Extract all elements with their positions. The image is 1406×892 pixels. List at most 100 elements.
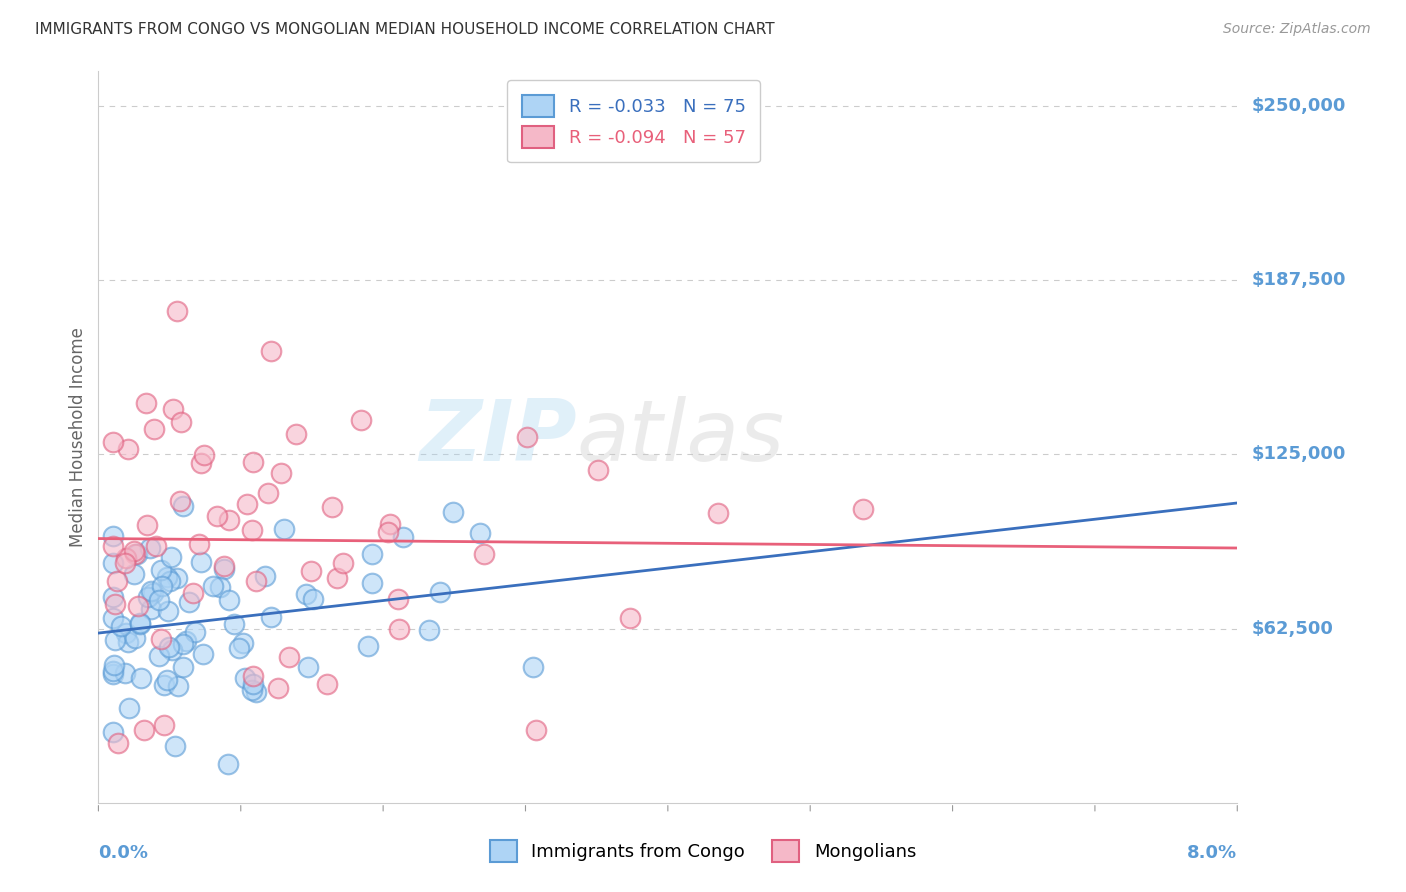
Point — [129, 616, 152, 631]
Text: atlas: atlas — [576, 395, 785, 479]
Point — [214, 562, 236, 576]
Point — [240, 523, 263, 537]
Point — [101, 539, 124, 553]
Point — [153, 678, 176, 692]
Point — [165, 739, 187, 753]
Point — [101, 664, 124, 678]
Point — [233, 672, 256, 686]
Point — [193, 448, 215, 462]
Point — [110, 619, 132, 633]
Point — [160, 550, 183, 565]
Point — [101, 591, 124, 605]
Point — [325, 571, 347, 585]
Point — [361, 575, 384, 590]
Point — [177, 595, 200, 609]
Point — [170, 415, 193, 429]
Point — [242, 455, 264, 469]
Point — [118, 701, 141, 715]
Point — [236, 497, 259, 511]
Point — [166, 571, 188, 585]
Point — [254, 568, 277, 582]
Point — [212, 559, 235, 574]
Point — [187, 537, 209, 551]
Y-axis label: Median Household Income: Median Household Income — [69, 327, 87, 547]
Point — [131, 671, 153, 685]
Point — [360, 548, 382, 562]
Text: $187,500: $187,500 — [1251, 271, 1346, 289]
Text: 8.0%: 8.0% — [1187, 845, 1237, 863]
Point — [135, 518, 157, 533]
Point — [124, 631, 146, 645]
Point — [619, 611, 641, 625]
Point — [117, 635, 139, 649]
Point — [207, 509, 229, 524]
Point — [228, 641, 250, 656]
Point — [172, 660, 194, 674]
Point — [127, 599, 149, 614]
Point — [516, 429, 538, 443]
Point — [321, 500, 343, 515]
Point — [377, 525, 399, 540]
Point — [101, 611, 124, 625]
Point — [257, 486, 280, 500]
Point — [162, 643, 184, 657]
Point — [101, 667, 124, 681]
Point — [142, 585, 165, 599]
Point — [357, 639, 380, 653]
Point — [242, 677, 264, 691]
Point — [190, 555, 212, 569]
Point — [181, 586, 204, 600]
Point — [429, 585, 451, 599]
Point — [240, 683, 263, 698]
Point — [105, 574, 128, 588]
Point — [127, 547, 149, 561]
Point — [270, 466, 292, 480]
Point — [166, 304, 188, 318]
Point — [101, 434, 124, 449]
Point — [157, 603, 180, 617]
Point — [122, 543, 145, 558]
Point — [392, 530, 415, 544]
Point — [156, 570, 179, 584]
Point — [190, 457, 212, 471]
Point — [267, 681, 290, 696]
Point — [284, 426, 307, 441]
Point — [380, 516, 402, 531]
Point — [297, 660, 319, 674]
Point — [332, 556, 354, 570]
Point — [524, 723, 547, 737]
Point — [522, 660, 544, 674]
Point — [136, 590, 159, 604]
Point — [852, 502, 875, 516]
Point — [278, 649, 301, 664]
Point — [242, 669, 264, 683]
Point — [124, 547, 146, 561]
Point — [218, 593, 240, 607]
Point — [172, 499, 194, 513]
Point — [232, 636, 254, 650]
Point — [172, 637, 194, 651]
Point — [101, 529, 124, 543]
Legend: R = -0.033   N = 75, R = -0.094   N = 57: R = -0.033 N = 75, R = -0.094 N = 57 — [508, 80, 761, 162]
Point — [141, 601, 163, 615]
Point — [245, 684, 267, 698]
Point — [114, 625, 136, 640]
Point — [156, 673, 179, 688]
Point — [209, 580, 232, 594]
Point — [150, 579, 173, 593]
Point — [162, 401, 184, 416]
Point — [145, 539, 167, 553]
Point — [474, 547, 496, 561]
Point — [107, 736, 129, 750]
Point — [148, 593, 170, 607]
Point — [157, 640, 180, 654]
Point — [299, 564, 322, 578]
Text: Source: ZipAtlas.com: Source: ZipAtlas.com — [1223, 22, 1371, 37]
Point — [388, 622, 411, 636]
Point — [122, 567, 145, 582]
Point — [201, 579, 224, 593]
Point — [218, 513, 240, 527]
Point — [260, 343, 283, 358]
Point — [586, 463, 609, 477]
Point — [217, 756, 239, 771]
